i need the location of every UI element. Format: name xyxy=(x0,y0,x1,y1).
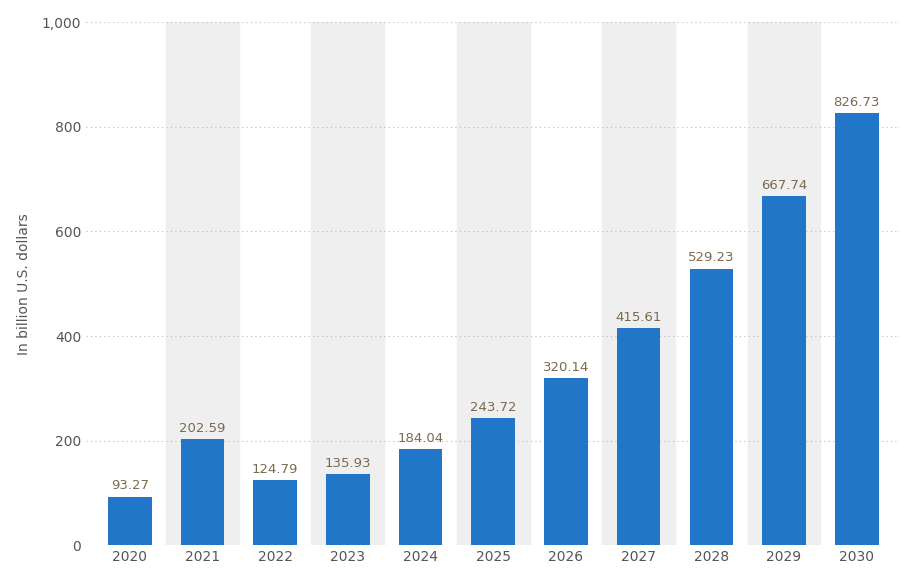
Bar xyxy=(690,268,733,546)
Bar xyxy=(166,22,238,546)
Bar xyxy=(253,480,297,546)
Bar xyxy=(326,474,370,546)
Bar xyxy=(747,22,821,546)
Bar xyxy=(602,22,675,546)
Bar xyxy=(617,328,660,546)
Text: 667.74: 667.74 xyxy=(761,179,807,192)
Text: 320.14: 320.14 xyxy=(543,361,589,374)
Text: 184.04: 184.04 xyxy=(397,432,444,445)
Text: 202.59: 202.59 xyxy=(179,422,226,435)
Bar xyxy=(544,378,588,546)
Bar xyxy=(108,497,151,546)
Text: 135.93: 135.93 xyxy=(325,457,371,470)
Bar xyxy=(834,113,878,546)
Bar xyxy=(399,449,442,546)
Bar xyxy=(471,418,515,546)
Y-axis label: In billion U.S. dollars: In billion U.S. dollars xyxy=(17,213,30,354)
Text: 243.72: 243.72 xyxy=(470,401,516,414)
Text: 415.61: 415.61 xyxy=(615,311,662,324)
Text: 93.27: 93.27 xyxy=(111,479,149,493)
Text: 529.23: 529.23 xyxy=(688,252,735,264)
Bar xyxy=(457,22,530,546)
Bar xyxy=(312,22,384,546)
Text: 826.73: 826.73 xyxy=(834,96,880,109)
Bar xyxy=(762,196,806,546)
Bar xyxy=(181,439,225,546)
Text: 124.79: 124.79 xyxy=(252,463,298,476)
